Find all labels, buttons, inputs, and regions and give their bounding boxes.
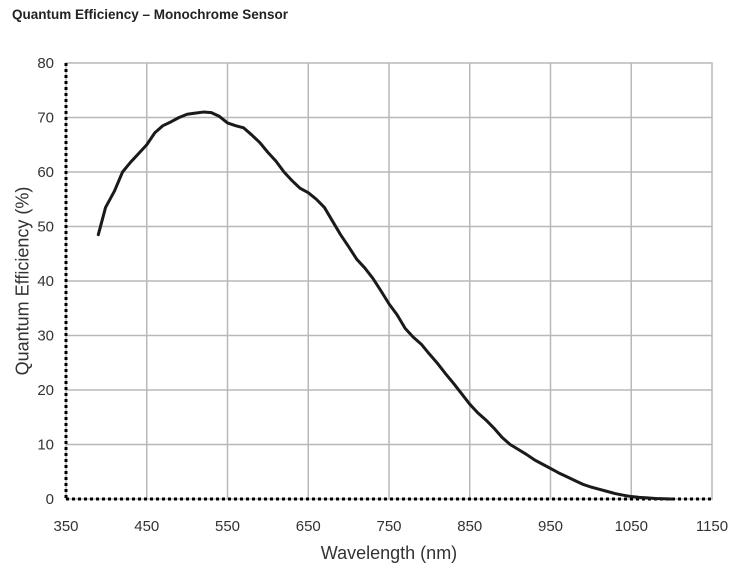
y-tick-label: 10 <box>37 437 54 454</box>
axes <box>64 63 712 501</box>
y-tick-label: 70 <box>37 110 54 127</box>
x-tick-label: 950 <box>538 518 563 535</box>
x-tick-label: 650 <box>296 518 321 535</box>
x-tick-label: 450 <box>134 518 159 535</box>
y-tick-label: 60 <box>37 164 54 181</box>
series-line-quantum-efficiency <box>96 110 674 501</box>
y-tick-label: 80 <box>37 55 54 72</box>
y-tick-label: 50 <box>37 219 54 236</box>
x-tick-label: 550 <box>215 518 240 535</box>
y-tick-label: 40 <box>37 273 54 290</box>
x-tick-label: 1050 <box>615 518 648 535</box>
x-tick-label: 350 <box>53 518 78 535</box>
grid <box>66 63 712 499</box>
x-tick-label: 750 <box>376 518 401 535</box>
y-axis-label: Quantum Efficiency (%) <box>12 187 32 376</box>
y-tick-label: 0 <box>46 491 54 508</box>
x-tick-labels: 350 450 550 650 750 850 950 1050 1150 <box>53 518 728 535</box>
y-tick-label: 20 <box>37 382 54 399</box>
x-tick-label: 850 <box>457 518 482 535</box>
y-tick-labels: 0 10 20 30 40 50 60 70 80 <box>37 55 54 508</box>
x-tick-label: 1150 <box>696 518 728 535</box>
chart-title: Quantum Efficiency – Monochrome Sensor <box>12 7 289 22</box>
x-axis-label: Wavelength (nm) <box>321 543 457 563</box>
y-tick-label: 30 <box>37 328 54 345</box>
